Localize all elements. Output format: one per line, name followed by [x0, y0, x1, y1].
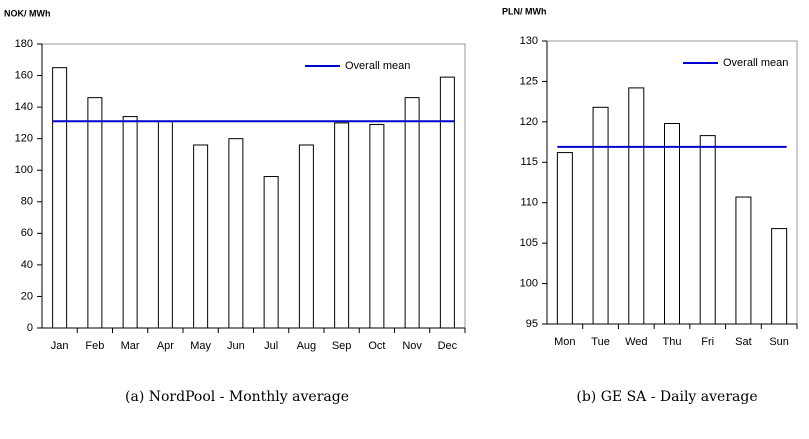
- x-tick-label: Oct: [368, 340, 385, 352]
- y-tick-label: 20: [21, 290, 33, 302]
- x-tick-label: Feb: [85, 340, 104, 352]
- x-tick-label: Wed: [625, 336, 647, 348]
- x-tick-label: Aug: [297, 340, 317, 352]
- legend-label: Overall mean: [345, 60, 410, 72]
- x-tick-label: Jul: [264, 340, 278, 352]
- x-tick-label: Thu: [663, 336, 682, 348]
- x-tick-label: Mar: [121, 340, 140, 352]
- y-tick-label: 100: [15, 164, 33, 176]
- bar: [52, 67, 68, 329]
- bar: [404, 97, 420, 329]
- bar: [369, 123, 385, 329]
- y-tick-label: 160: [15, 69, 33, 81]
- bar: [628, 87, 645, 325]
- bar: [157, 120, 173, 329]
- x-tick-label: Fri: [701, 336, 714, 348]
- caption: (b) GE SA - Daily average: [576, 389, 757, 405]
- y-tick-label: 120: [520, 116, 538, 128]
- y-tick-label: 120: [15, 133, 33, 145]
- bar: [263, 176, 279, 329]
- y-tick-label: 60: [21, 227, 33, 239]
- bar: [439, 76, 455, 329]
- y-tick-label: 180: [15, 38, 33, 50]
- bar: [334, 122, 350, 329]
- x-tick-label: Jan: [51, 340, 69, 352]
- y-axis-label: PLN/ MWh: [502, 6, 547, 16]
- bar: [771, 228, 788, 325]
- x-tick-label: Sat: [735, 336, 752, 348]
- bar: [228, 138, 244, 329]
- x-tick-label: May: [190, 340, 211, 352]
- x-tick-label: Tue: [591, 336, 610, 348]
- x-tick-label: Apr: [157, 340, 174, 352]
- x-tick-label: Sun: [769, 336, 789, 348]
- y-tick-label: 40: [21, 259, 33, 271]
- y-tick-label: 0: [27, 322, 33, 334]
- y-tick-label: 130: [520, 35, 538, 47]
- y-tick-label: 95: [526, 318, 538, 330]
- y-tick-label: 80: [21, 196, 33, 208]
- bar: [699, 135, 716, 325]
- y-tick-label: 115: [520, 156, 538, 168]
- bar: [592, 106, 609, 325]
- x-tick-label: Sep: [332, 340, 352, 352]
- x-tick-label: Mon: [554, 336, 575, 348]
- x-tick-label: Nov: [402, 340, 422, 352]
- y-tick-label: 100: [520, 277, 538, 289]
- y-tick-label: 125: [520, 75, 538, 87]
- caption: (a) NordPool - Monthly average: [125, 389, 349, 405]
- y-axis-label: NOK/ MWh: [4, 8, 51, 18]
- legend-label: Overall mean: [723, 57, 788, 69]
- bar: [735, 196, 752, 325]
- x-tick-label: Jun: [227, 340, 245, 352]
- y-tick-label: 110: [520, 197, 538, 209]
- y-tick-label: 105: [520, 237, 538, 249]
- bar: [298, 144, 314, 329]
- y-tick-label: 140: [15, 101, 33, 113]
- x-tick-label: Dec: [438, 340, 458, 352]
- plot-frame: [41, 43, 466, 329]
- bar: [556, 152, 573, 325]
- bar: [87, 97, 103, 329]
- bar: [193, 144, 209, 329]
- bar: [664, 122, 680, 325]
- bar: [122, 116, 138, 329]
